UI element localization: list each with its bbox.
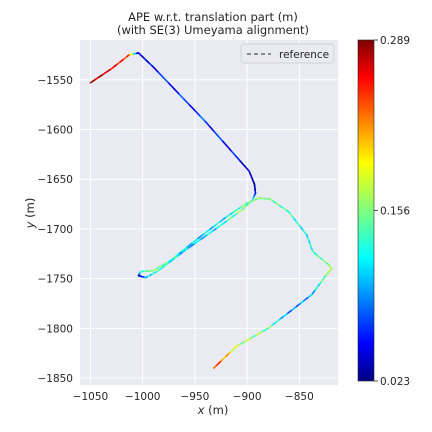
- y-tick-labels: −1550 −1600 −1650 −1700 −1750 −1800 −1850: [37, 75, 73, 385]
- y-tick-label: −1700: [37, 224, 73, 236]
- trajectory-segment: [235, 155, 242, 163]
- trajectory-segment: [208, 125, 215, 133]
- chart-title: APE w.r.t. translation part (m): [128, 10, 298, 24]
- trajectory-segment: [199, 115, 207, 123]
- y-tick-label: −1600: [37, 124, 73, 136]
- legend: reference: [240, 43, 335, 64]
- plot-area: [80, 40, 338, 385]
- trajectory-segment: [222, 140, 229, 148]
- trajectory-segment: [194, 109, 201, 117]
- colorbar-ticks: 0.289 0.156 0.023: [374, 35, 410, 388]
- grid-lines: [80, 40, 338, 385]
- trajectory-segment: [183, 98, 191, 106]
- trajectory-segment: [213, 130, 220, 138]
- colorbar-tick-label: 0.156: [380, 206, 410, 218]
- x-axis-var: x: [197, 403, 205, 417]
- trajectory-segment: [162, 76, 170, 85]
- y-tick-label: −1650: [37, 174, 73, 186]
- trajectory-segment: [244, 165, 251, 173]
- chart-subtitle: (with SE(3) Umeyama alignment): [117, 23, 309, 37]
- y-tick-label: −1750: [37, 274, 73, 286]
- colorbar: [357, 39, 375, 382]
- trajectory-segment: [230, 150, 237, 158]
- trajectory-segment: [167, 82, 175, 90]
- x-tick-labels: −1050 −1000 −950 −900 −850: [73, 391, 314, 403]
- x-tick-label: −950: [180, 391, 209, 403]
- trajectory-segment: [239, 160, 246, 168]
- trajectory-segment: [157, 71, 165, 79]
- y-axis-var: y: [23, 221, 37, 229]
- x-tick-label: −1000: [125, 391, 161, 403]
- legend-box: [240, 43, 335, 64]
- trajectory-segment: [226, 145, 233, 153]
- trajectory: [89, 52, 333, 369]
- legend-label: reference: [279, 49, 329, 61]
- trajectory-segment: [178, 93, 186, 101]
- y-axis-label: y (m): [23, 198, 37, 230]
- y-axis-unit: (m): [23, 198, 37, 218]
- x-axis-unit: (m): [208, 403, 228, 417]
- y-tick-label: −1800: [37, 323, 73, 335]
- trajectory-segment: [217, 135, 224, 143]
- trajectory-segment: [173, 87, 181, 95]
- x-tick-label: −850: [285, 391, 314, 403]
- x-axis-label: x (m): [197, 403, 229, 417]
- trajectory-segment: [188, 104, 196, 112]
- x-tick-label: −900: [233, 391, 262, 403]
- y-tick-label: −1850: [37, 373, 73, 385]
- colorbar-tick-label: 0.023: [380, 376, 410, 388]
- trajectory-segment: [204, 120, 211, 128]
- trajectory-segment: [152, 66, 160, 74]
- x-tick-label: −1050: [73, 391, 109, 403]
- y-tick-label: −1550: [37, 75, 73, 87]
- colorbar-tick-label: 0.289: [380, 35, 410, 47]
- trajectory-segment: [212, 365, 217, 369]
